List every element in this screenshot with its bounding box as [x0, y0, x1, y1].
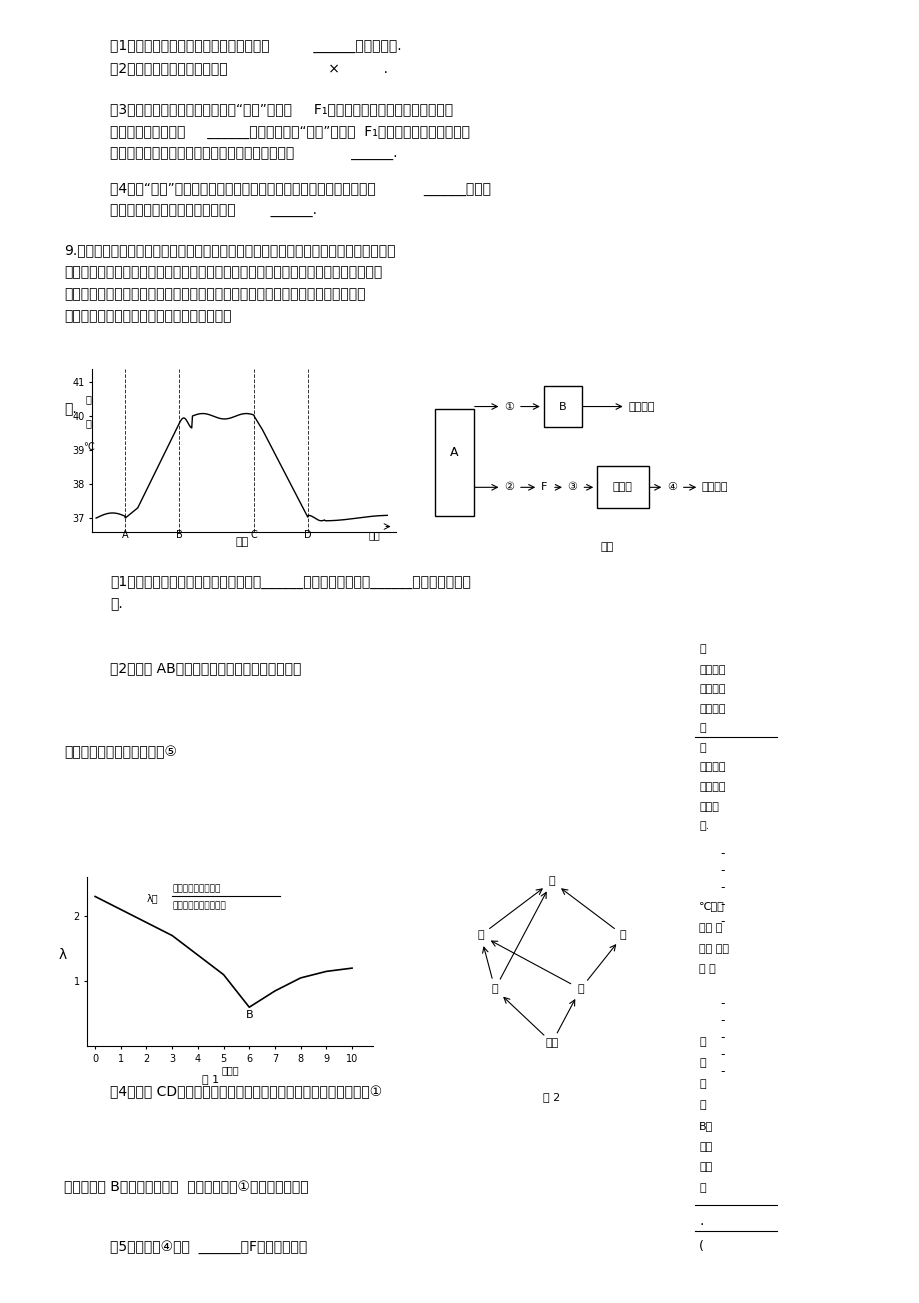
- Text: 热.: 热.: [698, 821, 709, 831]
- Text: 蛇: 蛇: [619, 930, 626, 941]
- Text: （5）图乙中④表示  ______，F的生命活动受: （5）图乙中④表示 ______，F的生命活动受: [110, 1240, 307, 1253]
- Text: 增多，促进 B对水的重吸收，  该过程中激素①能特异性作用于: 增多，促进 B对水的重吸收， 该过程中激素①能特异性作用于: [64, 1181, 309, 1194]
- Text: A: A: [122, 530, 129, 539]
- Text: 泌: 泌: [698, 1079, 705, 1089]
- Text: 代植株的基因型共有     ______种，若设法让“甲组”产生的  F₁中的杂合粉花植株与杂合: 代植株的基因型共有 ______种，若设法让“甲组”产生的 F₁中的杂合粉花植株…: [110, 125, 470, 138]
- Text: ①: ①: [504, 401, 514, 412]
- Text: D: D: [304, 530, 312, 539]
- Text: 甲状腺: 甲状腺: [612, 482, 632, 493]
- FancyBboxPatch shape: [435, 409, 473, 516]
- Text: 产热 于、: 产热 于、: [698, 943, 729, 954]
- Text: 当于寒冷刺激，引起图乙中⑤: 当于寒冷刺激，引起图乙中⑤: [64, 745, 177, 758]
- Text: 促进代谢: 促进代谢: [698, 782, 725, 792]
- Text: 温回到调定点水平。细菌感染能引起人体产生致热原而引起体温调定点改变进而导致发: 温回到调定点水平。细菌感染能引起人体产生致热原而引起体温调定点改变进而导致发: [64, 266, 382, 279]
- Y-axis label: λ: λ: [58, 947, 66, 962]
- Text: 分: 分: [698, 1058, 705, 1068]
- Text: 移），使: 移），使: [698, 684, 725, 694]
- Text: （2）乙组亲本组合的基因型为                       ×          .: （2）乙组亲本组合的基因型为 × .: [110, 61, 388, 74]
- Text: 植物: 植物: [545, 1037, 558, 1048]
- Text: -: -: [720, 915, 723, 928]
- Text: （1）根据表可判断叶片宽度这一性状中的          ______是隐性性状.: （1）根据表可判断叶片宽度这一性状中的 ______是隐性性状.: [110, 39, 402, 52]
- Text: （4）图甲 CD段病人大量出汗，如不及时补充水分，将引起图乙中①: （4）图甲 CD段病人大量出汗，如不及时补充水分，将引起图乙中①: [110, 1085, 382, 1098]
- Text: -: -: [720, 1065, 723, 1078]
- Text: （1）体温调节过程中的产热器官主要是______，其活动受激素及______等信息分子的影: （1）体温调节过程中的产热器官主要是______，其活动受激素及______等信…: [110, 576, 471, 589]
- Text: 鼠: 鼠: [576, 984, 584, 994]
- Text: 白花植株相互授粉，理论上子代表现型及其比例是             ______.: 白花植株相互授粉，理论上子代表现型及其比例是 ______.: [110, 147, 398, 160]
- Text: 此时 大: 此时 大: [698, 923, 721, 933]
- Text: （2）图甲 AB段是由于细菌感染导致体温调定点: （2）图甲 AB段是由于细菌感染导致体温调定点: [110, 662, 301, 675]
- Text: F: F: [540, 482, 547, 493]
- Text: ③: ③: [567, 482, 577, 493]
- Text: 量: 量: [698, 1100, 705, 1110]
- FancyBboxPatch shape: [596, 466, 648, 508]
- Text: λ＝: λ＝: [146, 893, 158, 903]
- Text: B细: B细: [698, 1121, 712, 1131]
- Text: (: (: [698, 1240, 703, 1253]
- Text: （4）若“乙组”中的紫花宽叶亲本自交，则产生的子代植株理论上应有           ______种表现: （4）若“乙组”中的紫花宽叶亲本自交，则产生的子代植株理论上应有 ______种…: [110, 182, 491, 195]
- Text: 温: 温: [85, 418, 92, 429]
- Text: 图 2: 图 2: [543, 1092, 560, 1102]
- Text: 型，其中粉花宽叶植株占的比例为        ______.: 型，其中粉花宽叶植株占的比例为 ______.: [110, 205, 317, 218]
- Text: 相: 相: [698, 723, 705, 734]
- Text: 鹰: 鹰: [548, 877, 555, 886]
- Text: B: B: [176, 530, 183, 539]
- Text: 上移、下: 上移、下: [698, 665, 725, 675]
- Text: 9.调定点学说认为，人体内存在体温调定点，当体温偏离调定点时，机体能通过调节使体: 9.调定点学说认为，人体内存在体温调定点，当体温偏离调定点时，机体能通过调节使体: [64, 244, 395, 257]
- Text: ②: ②: [504, 482, 514, 493]
- Text: 尿量减少: 尿量减少: [628, 401, 654, 412]
- Text: （: （: [698, 644, 705, 654]
- Text: 一年前种群中个体数量: 一年前种群中个体数量: [172, 902, 226, 911]
- Text: 图甲: 图甲: [235, 537, 248, 547]
- Text: B: B: [245, 1010, 253, 1020]
- Text: 是: 是: [698, 1183, 705, 1194]
- Text: -: -: [720, 997, 723, 1010]
- Text: 分: 分: [698, 743, 705, 753]
- Text: 图。其中字母代表器官，数字代表激素。请回: 图。其中字母代表器官，数字代表激素。请回: [64, 310, 232, 323]
- Text: （3）图甲 BC段病人的体温调定点水平约为: （3）图甲 BC段病人的体温调定点水平约为: [110, 960, 285, 973]
- Text: 狐: 狐: [477, 930, 483, 941]
- Text: ④: ④: [666, 482, 676, 493]
- Text: 调节体温: 调节体温: [701, 482, 728, 493]
- Text: -: -: [720, 864, 723, 877]
- Text: 响.: 响.: [110, 598, 123, 611]
- Text: B: B: [559, 401, 566, 412]
- Text: 图 1: 图 1: [202, 1074, 219, 1084]
- Text: （3）若只考虑花色的遗传，若让“甲组”产生的     F₁中的全部紫花植株自花传粉，其子: （3）若只考虑花色的遗传，若让“甲组”产生的 F₁中的全部紫花植株自花传粉，其子: [110, 103, 453, 116]
- Text: 答.: 答.: [64, 403, 77, 416]
- Text: 胞的: 胞的: [698, 1141, 711, 1152]
- Text: 体: 体: [85, 395, 92, 404]
- Text: 正常体温: 正常体温: [698, 704, 725, 714]
- Text: 于或等于）散热量.: 于或等于）散热量.: [110, 982, 182, 995]
- Text: 原因: 原因: [698, 1162, 711, 1173]
- FancyBboxPatch shape: [543, 386, 582, 427]
- Text: -: -: [720, 898, 723, 911]
- Text: 图乙: 图乙: [600, 542, 613, 552]
- Text: -: -: [720, 881, 723, 894]
- Text: -: -: [720, 1031, 723, 1044]
- Text: 时间: 时间: [369, 530, 380, 539]
- Text: ℃: ℃: [83, 442, 94, 452]
- Text: 泌增多，: 泌增多，: [698, 762, 725, 773]
- Text: -: -: [720, 1048, 723, 1061]
- Text: 兔: 兔: [491, 984, 498, 994]
- Text: C: C: [251, 530, 257, 539]
- Text: 的: 的: [698, 1037, 705, 1048]
- Text: -: -: [720, 1014, 723, 1027]
- Text: 量 小: 量 小: [698, 964, 715, 975]
- Text: -: -: [720, 847, 723, 860]
- Text: A: A: [449, 446, 459, 459]
- Text: ℃，（: ℃，（: [698, 900, 724, 911]
- Text: 烧。图甲表示某发烧病人体温测量记录图，图乙表示此过程中的部分调节途径示意: 烧。图甲表示某发烧病人体温测量记录图，图乙表示此过程中的部分调节途径示意: [64, 288, 366, 301]
- X-axis label: （年）: （年）: [221, 1066, 239, 1075]
- Text: 增加产: 增加产: [698, 801, 719, 812]
- Text: 当年种群中个体数量: 当年种群中个体数量: [172, 885, 221, 893]
- Text: .: .: [698, 1214, 703, 1227]
